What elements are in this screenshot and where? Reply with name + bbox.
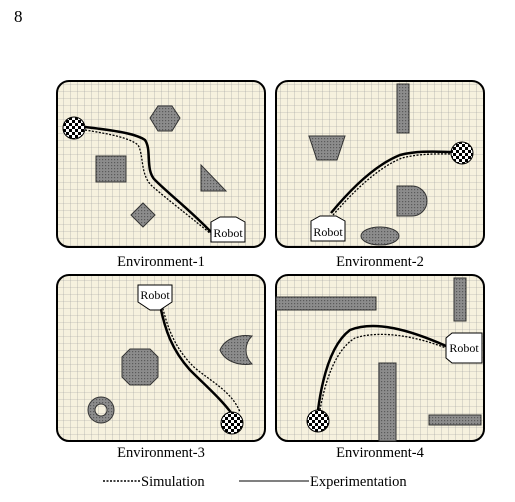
simulation-path-2 — [332, 153, 457, 216]
goal-marker-4 — [306, 409, 330, 433]
center-vertical-bar-obstacle — [378, 362, 397, 442]
horizontal-bar-obstacle — [275, 296, 377, 311]
robot-2: Robot — [310, 215, 346, 242]
environment-4-panel: Robot — [275, 274, 485, 442]
robot-3: Robot — [137, 284, 173, 311]
simulation-path-1 — [84, 129, 212, 235]
environment-2-panel: Robot — [275, 80, 485, 248]
crescent-obstacle — [219, 335, 254, 365]
octagon-obstacle — [121, 348, 159, 386]
legend: Simulation Experimentation — [103, 474, 407, 490]
environment-1-panel: Robot — [56, 80, 266, 248]
goal-marker-2 — [450, 141, 474, 165]
triangle-obstacle — [200, 163, 228, 192]
robot-1-label: Robot — [213, 226, 243, 240]
environment-3-caption: Environment-3 — [117, 445, 205, 461]
bottom-bar-obstacle — [428, 414, 482, 426]
d-shape-obstacle — [396, 185, 428, 217]
right-vertical-bar-obstacle — [453, 277, 467, 322]
simulation-path-4 — [319, 333, 447, 411]
legend-experimentation-label: Experimentation — [310, 474, 407, 490]
experimentation-path-4 — [316, 324, 447, 411]
page-number: 8 — [14, 7, 23, 26]
environment-3-panel: Robot — [56, 274, 266, 442]
legend-simulation-label: Simulation — [141, 474, 205, 490]
diamond-obstacle — [130, 202, 156, 228]
hexagon-obstacle — [149, 105, 181, 132]
simulation-path-3 — [161, 304, 241, 413]
environment-4-caption: Environment-4 — [336, 445, 425, 461]
environment-2-grid — [275, 80, 485, 248]
environment-1-caption: Environment-1 — [117, 254, 205, 270]
vertical-bar-obstacle — [396, 83, 410, 134]
experimentation-path-3 — [158, 304, 234, 415]
ellipse-obstacle — [360, 226, 400, 246]
environment-1-grid — [56, 80, 266, 248]
robot-2-label: Robot — [313, 225, 343, 239]
square-obstacle — [95, 155, 127, 183]
experimentation-path-1 — [84, 125, 212, 233]
robot-4: Robot — [445, 332, 483, 364]
environment-2-caption: Environment-2 — [336, 254, 424, 270]
robot-3-label: Robot — [140, 288, 170, 302]
robot-4-label: Robot — [449, 341, 479, 355]
experimentation-path-2 — [330, 150, 457, 214]
goal-marker-3 — [220, 411, 244, 435]
ring-obstacle-hole — [94, 403, 108, 417]
trapezoid-obstacle — [308, 135, 346, 161]
robot-1: Robot — [210, 216, 246, 243]
goal-marker-1 — [62, 116, 86, 140]
